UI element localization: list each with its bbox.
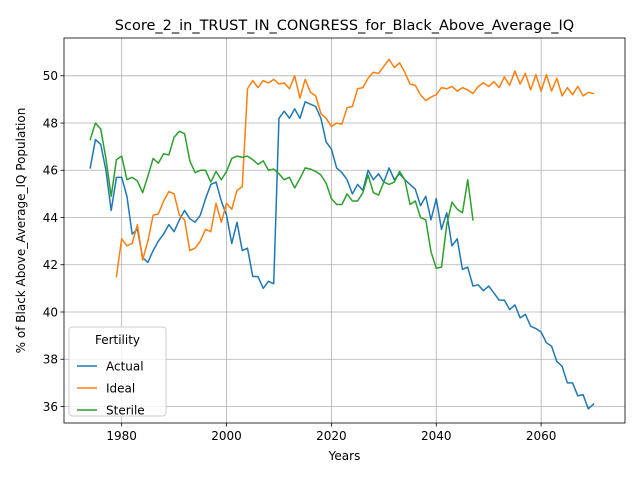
series-line-actual: [89, 101, 595, 410]
y-tick-label: 44: [43, 211, 58, 225]
legend-frame: [68, 326, 167, 417]
legend: Fertility Actual Ideal Sterile: [68, 326, 167, 417]
legend-label-actual: Actual: [106, 359, 144, 373]
legend-title: Fertility: [95, 333, 140, 347]
axes-frame: [63, 37, 626, 424]
legend-label-sterile: Sterile: [106, 403, 145, 417]
y-tick-label: 50: [43, 69, 58, 83]
series-line-ideal: [115, 58, 595, 278]
series-lines: [89, 58, 595, 410]
x-axis-ticks: 1980 2000 2020 2040 2060: [106, 423, 556, 443]
series-line-sterile: [89, 122, 474, 270]
x-tick-label: 2060: [526, 429, 557, 443]
legend-label-ideal: Ideal: [106, 381, 135, 395]
x-axis-label: Years: [328, 449, 361, 463]
axes-spine: [63, 37, 626, 424]
y-tick-label: 42: [43, 258, 58, 272]
x-tick-label: 2000: [211, 429, 242, 443]
y-tick-label: 36: [43, 400, 58, 414]
x-tick-label: 1980: [106, 429, 137, 443]
legend-entries: Actual Ideal Sterile: [77, 359, 145, 417]
y-axis-ticks: 36 38 40 42 44 46 48 50: [43, 69, 64, 414]
y-axis-label: % of Black Above_Average_IQ Population: [14, 108, 28, 354]
x-tick-label: 2040: [421, 429, 452, 443]
y-tick-label: 38: [43, 353, 58, 367]
x-tick-label: 2020: [316, 429, 347, 443]
y-tick-label: 40: [43, 305, 58, 319]
y-tick-label: 48: [43, 116, 58, 130]
chart-title: Score_2_in_TRUST_IN_CONGRESS_for_Black_A…: [115, 18, 574, 34]
y-tick-label: 46: [43, 164, 58, 178]
